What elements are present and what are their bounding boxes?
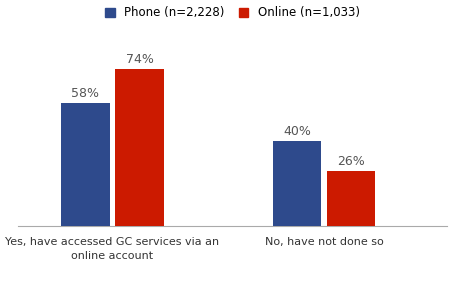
Text: 58%: 58% xyxy=(71,87,99,100)
Text: 40%: 40% xyxy=(282,125,310,138)
Text: 74%: 74% xyxy=(126,53,153,66)
Text: 26%: 26% xyxy=(337,155,364,168)
Legend: Phone (n=2,228), Online (n=1,033): Phone (n=2,228), Online (n=1,033) xyxy=(105,6,359,19)
Bar xyxy=(115,69,164,226)
Bar xyxy=(61,103,110,226)
Bar xyxy=(272,141,320,226)
Bar xyxy=(326,171,374,226)
